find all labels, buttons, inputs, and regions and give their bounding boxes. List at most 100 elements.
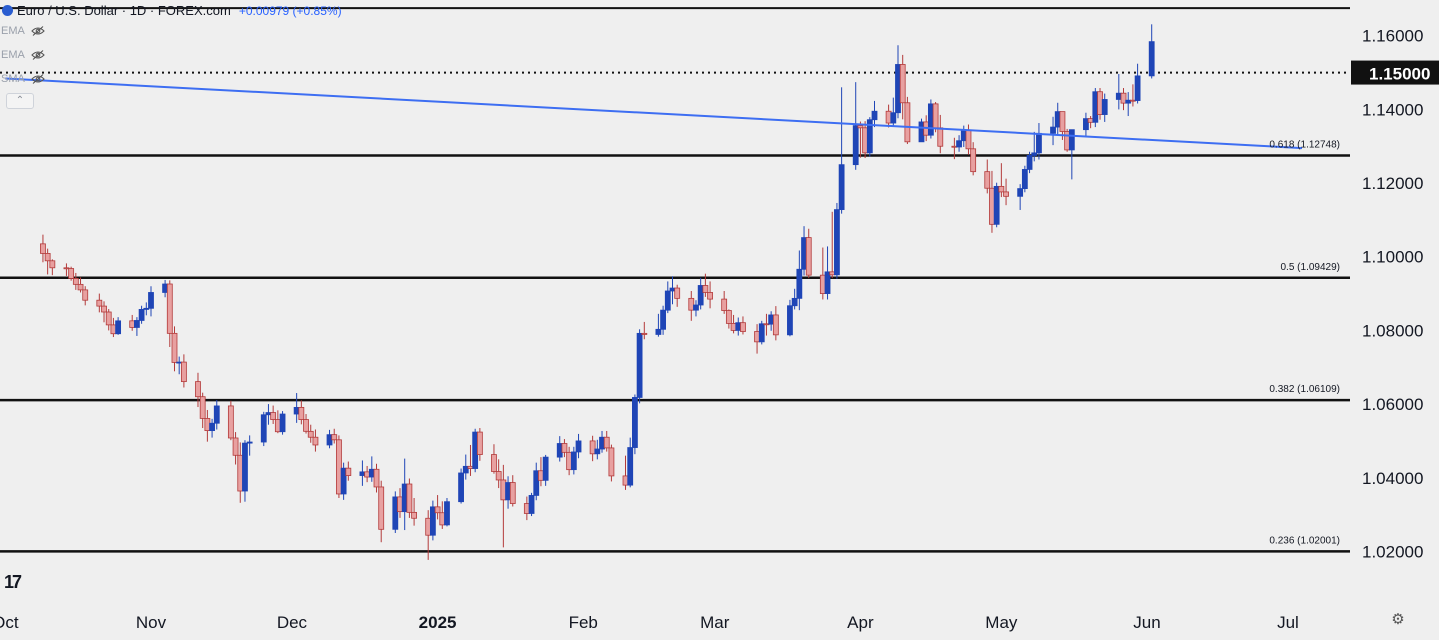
candle[interactable] xyxy=(956,135,962,152)
candle[interactable] xyxy=(566,446,573,476)
trendline[interactable] xyxy=(5,77,1303,150)
candle[interactable] xyxy=(232,432,239,465)
candle[interactable] xyxy=(1120,88,1127,111)
candle[interactable] xyxy=(129,314,136,331)
candle[interactable] xyxy=(772,306,779,341)
candle[interactable] xyxy=(608,444,615,482)
candle[interactable] xyxy=(787,299,793,337)
candle[interactable] xyxy=(1125,92,1132,117)
candle[interactable] xyxy=(307,424,314,443)
candle[interactable] xyxy=(392,491,399,534)
candle[interactable] xyxy=(740,316,746,335)
candle[interactable] xyxy=(401,458,408,531)
candle[interactable] xyxy=(965,124,972,155)
indicator-row-sma[interactable]: SMA xyxy=(0,67,342,91)
candle[interactable] xyxy=(1021,165,1028,193)
candle[interactable] xyxy=(570,446,577,475)
candle[interactable] xyxy=(725,309,732,329)
candle[interactable] xyxy=(411,498,417,526)
candle[interactable] xyxy=(697,277,704,310)
candle[interactable] xyxy=(246,435,253,456)
candle[interactable] xyxy=(904,96,911,145)
candle[interactable] xyxy=(829,211,836,279)
candle[interactable] xyxy=(209,418,215,438)
candle[interactable] xyxy=(312,429,319,452)
candle[interactable] xyxy=(885,104,892,128)
candle[interactable] xyxy=(105,309,112,331)
candle[interactable] xyxy=(627,437,634,488)
candle[interactable] xyxy=(476,428,483,461)
candle[interactable] xyxy=(664,281,671,314)
candle[interactable] xyxy=(467,444,474,476)
candle[interactable] xyxy=(655,313,662,337)
candle[interactable] xyxy=(763,313,770,336)
candle[interactable] xyxy=(96,293,103,313)
candle[interactable] xyxy=(758,320,765,345)
candle[interactable] xyxy=(1087,116,1094,129)
candle[interactable] xyxy=(397,488,403,518)
candle[interactable] xyxy=(1092,88,1099,128)
candle[interactable] xyxy=(989,170,995,233)
candle[interactable] xyxy=(707,281,713,309)
candle[interactable] xyxy=(918,118,925,143)
candle[interactable] xyxy=(115,317,122,335)
candle[interactable] xyxy=(754,324,760,354)
candle[interactable] xyxy=(669,276,676,305)
candle[interactable] xyxy=(805,228,812,279)
candle[interactable] xyxy=(49,259,56,276)
candle[interactable] xyxy=(298,400,305,425)
candle[interactable] xyxy=(693,300,699,317)
candle[interactable] xyxy=(895,45,901,119)
candle[interactable] xyxy=(462,454,469,480)
candle[interactable] xyxy=(491,444,497,474)
candle[interactable] xyxy=(857,121,864,158)
candle[interactable] xyxy=(862,121,869,159)
candle[interactable] xyxy=(303,414,309,434)
candle[interactable] xyxy=(429,500,436,541)
candle[interactable] xyxy=(444,498,450,527)
candle[interactable] xyxy=(331,428,338,444)
candle[interactable] xyxy=(364,465,371,483)
candle[interactable] xyxy=(237,442,244,503)
candle[interactable] xyxy=(199,392,206,429)
symbol-row[interactable]: Euro / U.S. Dollar · 1D · FOREX.com +0.0… xyxy=(0,2,342,19)
candle[interactable] xyxy=(68,266,75,281)
candle[interactable] xyxy=(143,302,150,316)
candle[interactable] xyxy=(101,301,107,323)
candle[interactable] xyxy=(44,248,51,275)
candle[interactable] xyxy=(735,317,742,336)
candle[interactable] xyxy=(960,125,967,147)
candle[interactable] xyxy=(1017,184,1024,210)
candle[interactable] xyxy=(472,428,479,473)
candle[interactable] xyxy=(824,246,831,300)
candle[interactable] xyxy=(77,277,84,293)
candle[interactable] xyxy=(523,496,530,521)
candle[interactable] xyxy=(1036,123,1042,160)
candle[interactable] xyxy=(768,311,775,331)
candle[interactable] xyxy=(1054,102,1061,135)
candle[interactable] xyxy=(195,372,201,408)
candle[interactable] xyxy=(796,250,803,311)
candle[interactable] xyxy=(1031,131,1038,162)
candle[interactable] xyxy=(599,430,605,453)
candle[interactable] xyxy=(660,305,666,335)
candle[interactable] xyxy=(166,280,173,347)
candle[interactable] xyxy=(500,464,507,548)
candle[interactable] xyxy=(180,354,187,388)
candle[interactable] xyxy=(40,234,46,263)
candle[interactable] xyxy=(589,435,596,462)
candle[interactable] xyxy=(702,273,709,297)
candle[interactable] xyxy=(1050,116,1056,146)
candle[interactable] xyxy=(1130,84,1136,107)
candle[interactable] xyxy=(1134,63,1141,104)
eye-hidden-icon[interactable] xyxy=(31,26,45,36)
candle[interactable] xyxy=(279,411,286,435)
eye-hidden-icon[interactable] xyxy=(31,74,45,84)
candle[interactable] xyxy=(730,314,737,334)
candle[interactable] xyxy=(636,329,643,404)
candle[interactable] xyxy=(340,462,347,500)
tradingview-logo[interactable]: 17 xyxy=(4,572,22,592)
candle[interactable] xyxy=(260,411,267,447)
candle[interactable] xyxy=(373,463,380,493)
